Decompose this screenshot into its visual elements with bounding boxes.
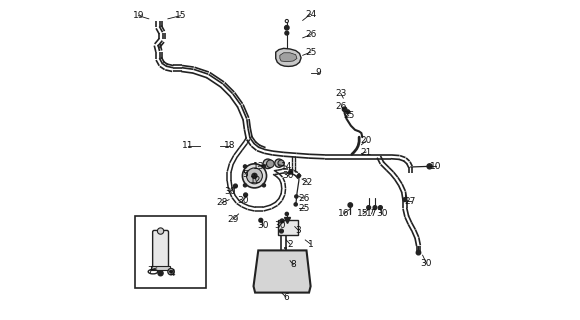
Text: 30: 30	[237, 196, 249, 205]
Text: 15: 15	[357, 209, 369, 219]
Circle shape	[294, 203, 298, 206]
Circle shape	[170, 270, 172, 273]
Polygon shape	[253, 251, 311, 292]
Text: 6: 6	[283, 292, 289, 301]
Bar	[151, 266, 170, 270]
Text: 22: 22	[302, 178, 313, 187]
Circle shape	[285, 20, 288, 23]
Text: 14: 14	[281, 162, 292, 171]
Text: 13: 13	[252, 162, 264, 171]
Circle shape	[278, 160, 284, 166]
Circle shape	[285, 31, 289, 35]
Circle shape	[298, 174, 300, 178]
Text: 9: 9	[316, 68, 321, 77]
Text: 20: 20	[360, 136, 372, 146]
Circle shape	[280, 219, 284, 223]
Text: 11: 11	[182, 141, 194, 150]
Text: 12: 12	[251, 176, 262, 185]
Text: 5: 5	[242, 170, 248, 179]
Text: 19: 19	[133, 11, 144, 20]
Circle shape	[262, 184, 266, 187]
Circle shape	[244, 193, 248, 197]
Text: 7: 7	[147, 266, 153, 275]
Text: 1: 1	[308, 240, 314, 249]
Text: 30: 30	[275, 220, 287, 229]
Text: 26: 26	[298, 194, 309, 203]
Text: 30: 30	[258, 221, 269, 230]
Text: 30: 30	[282, 172, 293, 180]
Circle shape	[234, 184, 237, 188]
Text: 21: 21	[360, 148, 372, 156]
Text: 8: 8	[291, 260, 296, 269]
Circle shape	[263, 159, 273, 169]
Text: 30: 30	[224, 187, 235, 196]
Text: 26: 26	[305, 30, 316, 39]
Circle shape	[342, 107, 347, 111]
Circle shape	[285, 26, 289, 30]
Text: 30: 30	[420, 259, 432, 268]
Text: 27: 27	[405, 197, 416, 206]
Circle shape	[289, 170, 292, 174]
Text: 24: 24	[305, 10, 316, 19]
Circle shape	[346, 110, 350, 114]
Circle shape	[244, 184, 246, 187]
Circle shape	[416, 251, 420, 255]
Text: 25: 25	[298, 204, 309, 213]
Circle shape	[280, 229, 284, 233]
Circle shape	[403, 198, 407, 202]
Text: 2: 2	[287, 240, 293, 249]
Text: 4: 4	[170, 269, 175, 278]
Circle shape	[427, 164, 432, 169]
Text: 26: 26	[336, 101, 347, 111]
Text: 10: 10	[430, 162, 442, 171]
Text: 30: 30	[376, 209, 388, 219]
Text: 15: 15	[175, 11, 186, 20]
Text: 18: 18	[224, 141, 235, 150]
Circle shape	[267, 160, 274, 168]
Circle shape	[285, 212, 288, 215]
Circle shape	[275, 159, 283, 167]
Polygon shape	[280, 53, 297, 62]
Text: 3: 3	[296, 226, 302, 235]
Circle shape	[244, 165, 246, 168]
Text: 17: 17	[366, 209, 377, 219]
FancyBboxPatch shape	[153, 230, 169, 270]
Circle shape	[252, 173, 257, 178]
Text: 23: 23	[335, 89, 346, 98]
Circle shape	[157, 228, 164, 234]
Circle shape	[259, 218, 263, 222]
Circle shape	[262, 165, 266, 168]
Circle shape	[379, 206, 382, 210]
Text: 25: 25	[343, 111, 354, 120]
Circle shape	[348, 203, 353, 207]
Polygon shape	[276, 48, 301, 67]
Circle shape	[158, 271, 163, 276]
Text: 25: 25	[305, 48, 316, 57]
Bar	[278, 220, 298, 236]
Text: 29: 29	[227, 215, 238, 224]
Text: 16: 16	[338, 209, 350, 219]
Circle shape	[168, 268, 174, 275]
Circle shape	[295, 195, 298, 198]
Circle shape	[373, 206, 377, 210]
Bar	[135, 216, 206, 288]
Circle shape	[367, 206, 371, 210]
Text: 28: 28	[216, 198, 227, 207]
Circle shape	[242, 164, 267, 188]
Circle shape	[246, 168, 262, 184]
